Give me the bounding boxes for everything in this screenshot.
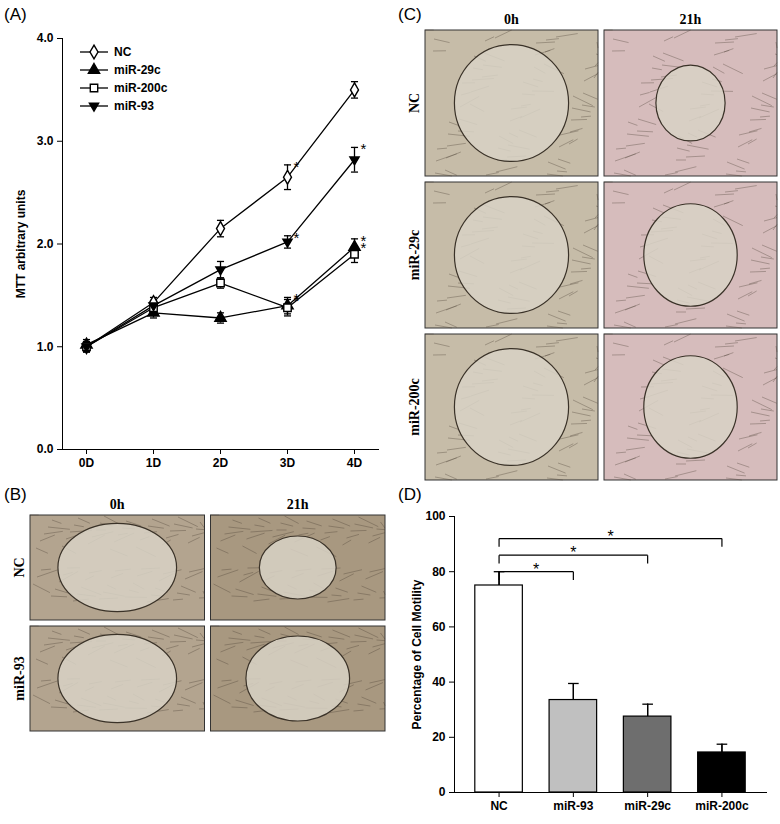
svg-text:80: 80 (432, 565, 446, 579)
svg-text:0h: 0h (110, 497, 125, 512)
svg-text:21h: 21h (680, 12, 702, 27)
svg-text:0D: 0D (79, 456, 95, 470)
svg-text:miR-29c: miR-29c (114, 63, 161, 77)
svg-text:NC: NC (490, 799, 508, 813)
svg-text:NC: NC (114, 45, 132, 59)
svg-text:1.0: 1.0 (37, 340, 54, 354)
svg-text:miR-200c: miR-200c (114, 81, 168, 95)
svg-text:3.0: 3.0 (37, 134, 54, 148)
svg-text:40: 40 (432, 675, 446, 689)
svg-text:*: * (533, 561, 539, 578)
svg-text:*: * (570, 544, 576, 561)
svg-text:*: * (361, 239, 367, 256)
svg-text:*: * (361, 140, 367, 157)
svg-text:0.0: 0.0 (37, 442, 54, 456)
svg-text:NC: NC (12, 557, 27, 577)
svg-text:Percentage of Cell Motility: Percentage of Cell Motility (410, 579, 424, 729)
svg-text:100: 100 (425, 509, 445, 523)
svg-text:4D: 4D (347, 456, 363, 470)
svg-text:*: * (294, 229, 300, 246)
svg-text:miR-93: miR-93 (553, 799, 593, 813)
svg-text:20: 20 (432, 730, 446, 744)
svg-text:(D): (D) (398, 485, 422, 504)
svg-text:NC: NC (407, 93, 422, 113)
svg-text:miR-29c: miR-29c (407, 230, 422, 281)
svg-text:*: * (607, 528, 613, 545)
svg-text:miR-200c: miR-200c (695, 799, 749, 813)
svg-text:2D: 2D (213, 456, 229, 470)
svg-text:21h: 21h (287, 497, 309, 512)
svg-text:2.0: 2.0 (37, 237, 54, 251)
svg-text:*: * (294, 292, 300, 309)
svg-text:1D: 1D (146, 456, 162, 470)
svg-text:miR-93: miR-93 (12, 656, 27, 700)
svg-text:(C): (C) (398, 5, 422, 24)
svg-text:(A): (A) (4, 5, 27, 24)
svg-text:*: * (294, 158, 300, 175)
svg-text:60: 60 (432, 620, 446, 634)
svg-text:MTT arbitrary units: MTT arbitrary units (14, 189, 28, 298)
svg-text:3D: 3D (280, 456, 296, 470)
svg-text:0h: 0h (504, 12, 519, 27)
svg-text:miR-200c: miR-200c (407, 378, 422, 436)
svg-text:4.0: 4.0 (37, 31, 54, 45)
svg-text:miR-29c: miR-29c (624, 799, 671, 813)
svg-text:miR-93: miR-93 (114, 99, 154, 113)
svg-text:(B): (B) (4, 485, 27, 504)
svg-text:0: 0 (439, 785, 446, 799)
